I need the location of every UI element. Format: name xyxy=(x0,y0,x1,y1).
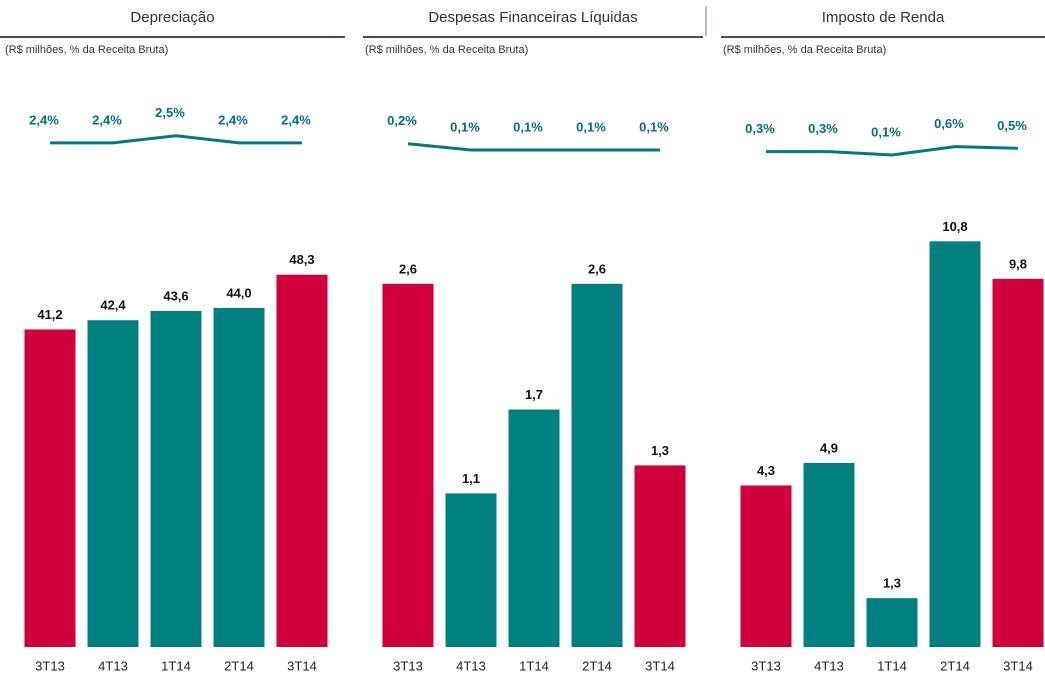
panel-subtitle: (R$ milhões, % da Receita Bruta) xyxy=(5,44,168,56)
panel-title: Imposto de Renda xyxy=(822,9,945,26)
line-series xyxy=(50,134,302,145)
line-label: 2,4% xyxy=(218,112,248,127)
bar xyxy=(150,310,202,647)
line-label: 0,1% xyxy=(639,119,669,134)
bar xyxy=(866,598,918,647)
panel-title: Despesas Financeiras Líquidas xyxy=(428,9,637,26)
line-series xyxy=(766,145,1019,157)
x-tick-label: 3T13 xyxy=(393,658,423,673)
bar xyxy=(571,283,623,647)
x-tick-label: 1T14 xyxy=(519,658,549,673)
x-tick-label: 2T14 xyxy=(582,658,612,673)
bar xyxy=(24,329,76,647)
value-label: 9,8 xyxy=(1009,256,1027,271)
value-label: 44,0 xyxy=(226,285,251,300)
line-label: 0,3% xyxy=(745,121,775,136)
line-label: 0,6% xyxy=(934,116,964,131)
bar xyxy=(87,320,139,647)
value-label: 4,3 xyxy=(757,463,775,478)
value-label: 10,8 xyxy=(942,219,967,234)
x-tick-label: 3T14 xyxy=(1003,658,1033,673)
bar xyxy=(803,462,855,647)
value-label: 2,6 xyxy=(399,261,417,276)
value-label: 1,3 xyxy=(883,576,901,591)
line-label: 2,4% xyxy=(281,112,311,127)
x-tick-label: 2T14 xyxy=(224,658,254,673)
x-tick-label: 1T14 xyxy=(877,658,907,673)
line-label: 0,5% xyxy=(997,118,1027,133)
panel-subtitle: (R$ milhões, % da Receita Bruta) xyxy=(723,44,886,56)
x-tick-label: 3T13 xyxy=(35,658,65,673)
bar xyxy=(740,485,792,647)
line-label: 0,3% xyxy=(808,121,838,136)
value-label: 4,9 xyxy=(820,440,838,455)
bar xyxy=(382,283,434,647)
x-tick-label: 3T14 xyxy=(287,658,317,673)
x-tick-label: 4T13 xyxy=(98,658,128,673)
bar xyxy=(929,241,981,647)
value-label: 2,6 xyxy=(588,261,606,276)
line-label: 2,5% xyxy=(155,105,185,120)
bar xyxy=(276,274,328,647)
x-tick-label: 2T14 xyxy=(940,658,970,673)
bar xyxy=(213,307,265,647)
line-series xyxy=(407,142,660,152)
bar xyxy=(445,493,497,647)
x-tick-label: 3T14 xyxy=(645,658,675,673)
line-label: 2,4% xyxy=(29,112,59,127)
value-label: 1,1 xyxy=(462,471,480,486)
line-label: 0,1% xyxy=(871,124,901,139)
bar xyxy=(992,278,1044,647)
x-tick-label: 4T13 xyxy=(456,658,486,673)
panel-subtitle: (R$ milhões, % da Receita Bruta) xyxy=(365,44,528,56)
line-label: 0,1% xyxy=(513,119,543,134)
panel-title: Depreciação xyxy=(130,9,214,26)
bar xyxy=(508,409,560,647)
line-label: 2,4% xyxy=(92,112,122,127)
x-tick-label: 1T14 xyxy=(161,658,191,673)
x-tick-label: 3T13 xyxy=(751,658,781,673)
x-tick-label: 4T13 xyxy=(814,658,844,673)
value-label: 41,2 xyxy=(37,307,62,322)
bar xyxy=(634,465,686,647)
line-label: 0,2% xyxy=(387,113,417,128)
value-label: 1,3 xyxy=(651,443,669,458)
line-label: 0,1% xyxy=(576,119,606,134)
value-label: 43,6 xyxy=(163,288,188,303)
value-label: 42,4 xyxy=(100,298,126,313)
value-label: 1,7 xyxy=(525,387,543,402)
line-label: 0,1% xyxy=(450,119,480,134)
value-label: 48,3 xyxy=(289,252,314,267)
